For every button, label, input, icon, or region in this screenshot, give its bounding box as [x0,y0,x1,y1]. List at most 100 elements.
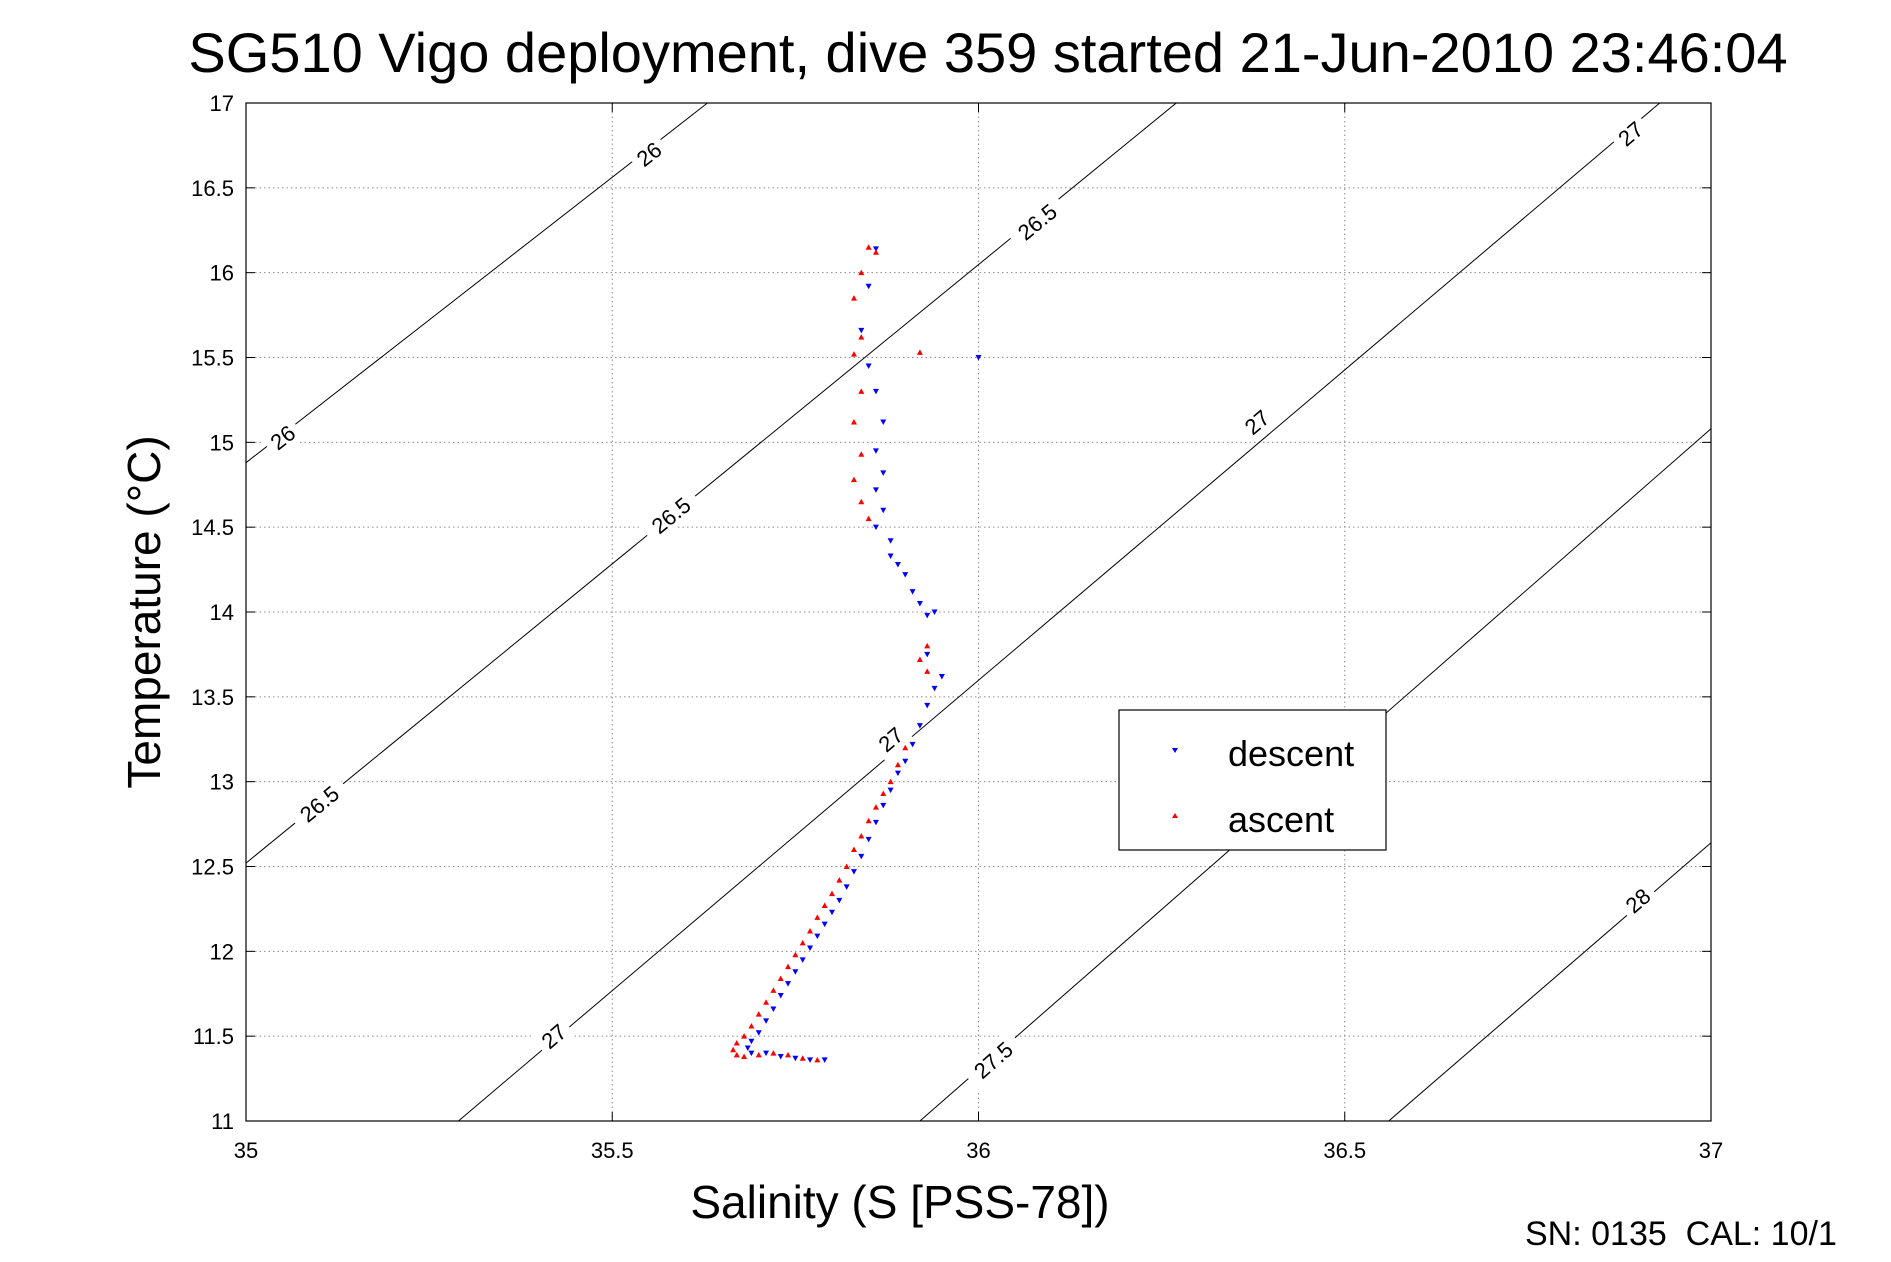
descent-point [880,419,887,425]
descent-point [770,1006,777,1013]
legend-descent-marker [1172,748,1178,753]
ascent-point [755,1011,762,1017]
descent-point [748,1050,755,1057]
descent-point [865,283,872,290]
legend-descent-label: descent [1228,733,1354,774]
ascent-point [792,951,799,958]
ascent-point [858,451,865,457]
descent-point [865,836,872,843]
density-contour-28 [1388,842,1712,1122]
ascent-point [916,349,923,355]
descent-point [807,1057,814,1063]
y-tick-label: 16 [210,261,234,286]
ascent-point [858,269,865,276]
descent-point [931,609,938,615]
ascent-point [821,902,828,909]
descent-point [821,1057,828,1063]
descent-point [880,507,887,514]
series-descent [744,246,982,1063]
descent-point [872,819,879,826]
ascent-point [924,642,931,649]
y-tick-label: 16.5 [191,176,234,201]
y-tick-label: 12 [210,939,234,964]
descent-point [872,487,879,493]
ascent-point [924,668,931,674]
descent-point [931,685,938,692]
ascent-point [785,963,792,970]
ascent-point [887,778,894,785]
descent-point [850,869,857,875]
descent-point [858,327,865,334]
y-tick-label: 11 [211,1109,234,1134]
ascent-point [755,1051,762,1058]
descent-point [894,561,901,568]
descent-point [924,651,931,658]
series-ascent [730,244,931,1063]
legend-ascent-marker [1172,813,1178,818]
ascent-point [799,939,806,946]
descent-point [902,572,909,578]
contour-label-background [1234,400,1279,444]
descent-point [872,246,879,252]
y-tick-label: 15.5 [191,346,234,371]
ascent-point [850,295,857,301]
ascent-point [850,418,857,425]
descent-point [799,957,806,963]
ascent-point [865,817,872,824]
contour-label-background [1608,111,1653,156]
descent-point [763,1018,770,1024]
descent-point [880,802,887,809]
descent-point [872,524,879,531]
descent-point [924,612,931,619]
ascent-point [850,846,857,853]
legend: descent ascent [1118,709,1387,851]
contour-label-background [287,774,352,834]
descent-point [916,601,923,607]
ascent-point [858,498,865,505]
ascent-point [858,388,865,394]
ascent-point [858,334,865,340]
y-tick-label: 14.5 [191,515,234,540]
descent-point [909,589,916,595]
y-axis-label: Temperature (°C) [118,435,170,788]
x-tick-label: 37 [1699,1138,1723,1163]
x-tick-label: 35.5 [591,1138,634,1163]
density-contour-27 [458,102,1661,1122]
data-points [730,244,982,1063]
ascent-point [770,1050,777,1056]
ascent-point [799,1055,806,1061]
ascent-point [770,987,777,993]
descent-point [792,969,799,975]
legend-box [1118,709,1387,851]
descent-point [872,388,879,395]
ascent-point [763,999,770,1005]
ascent-point [748,1022,755,1029]
descent-point [909,741,916,748]
descent-point [880,470,887,476]
contour-label-background [868,717,913,761]
axis-ticks: 35 35.5 36 36.5 37 11 11.5 12 12.5 13 13.5 14 14.5 15… [191,91,1723,1163]
descent-point [887,553,894,560]
y-tick-label: 12.5 [191,855,234,880]
ascent-point [902,744,909,751]
x-axis-label: Salinity (S [PSS-78]) [690,1176,1109,1228]
ascent-point [880,790,887,797]
descent-point [843,884,850,890]
ascent-point [858,832,865,839]
ascent-point [777,975,784,981]
ascent-point [829,890,835,897]
density-contour-26 [245,102,708,464]
descent-point [821,921,828,928]
ascent-point [733,1039,740,1046]
descent-point [887,538,894,544]
contour-label-background [638,485,704,545]
ascent-point [814,914,821,920]
x-tick-label: 36 [966,1138,990,1163]
y-tick-label: 11.5 [193,1024,234,1049]
contour-label-background [961,1029,1026,1091]
y-tick-label: 15 [210,430,234,455]
ascent-point [865,515,872,522]
ascent-point [916,656,923,663]
contour-label-background [1004,192,1070,252]
